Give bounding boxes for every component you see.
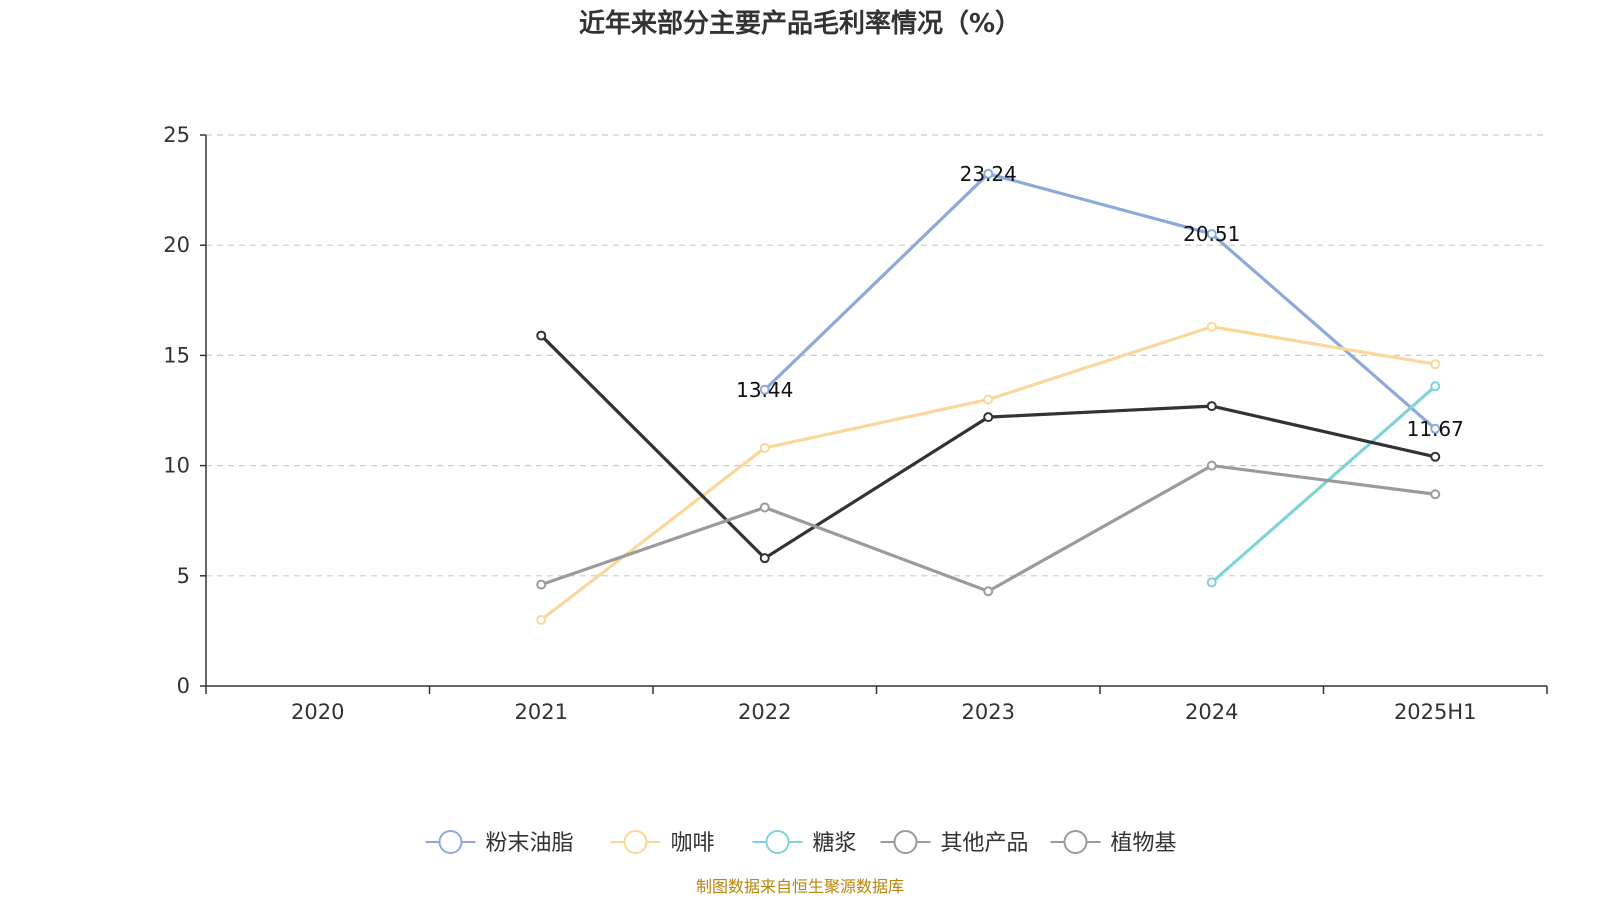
data-label: 20.51 [1183,222,1240,246]
source-note: 制图数据来自恒生聚源数据库 [696,877,904,896]
data-point [536,330,547,341]
series-line [1210,385,1437,584]
y-tick-label: 5 [177,564,190,588]
series-1 [536,321,1441,625]
legend-item-3[interactable]: 其他产品 [880,830,1029,856]
data-point [1206,321,1217,332]
legend-item-1[interactable]: 咖啡 [610,830,715,856]
legend-label: 糖浆 [813,831,857,856]
legend-circle-icon [893,830,918,854]
data-point [536,614,547,625]
data-point [983,586,994,597]
data-point [1430,423,1441,434]
y-tick-label: 10 [163,454,190,478]
data-point [759,442,770,453]
data-point [759,384,770,395]
x-tick-label: 2025H1 [1394,700,1477,724]
data-point [983,412,994,423]
x-tick-label: 2022 [738,700,791,724]
y-tick-label: 25 [163,123,190,147]
data-point [983,168,994,179]
data-point [1430,359,1441,370]
legend-item-4[interactable]: 植物基 [1050,830,1177,856]
grid [206,134,1547,577]
legend-item-0[interactable]: 粉末油脂 [425,830,574,856]
chart-title: 近年来部分主要产品毛利率情况（%） [579,8,1021,39]
legend-label: 植物基 [1111,831,1177,856]
legend-label: 粉末油脂 [486,831,574,856]
series-line [763,172,1437,430]
data-label: 11.67 [1407,417,1464,441]
data-labels: 13.44 23.24 20.51 11.67 [736,162,1464,441]
legend-circle-icon [765,830,790,854]
x-tick-label: 2023 [962,700,1015,724]
data-point [1206,228,1217,239]
legend-circle-icon [438,830,463,854]
data-point [1430,381,1441,392]
data-point [1206,577,1217,588]
data-label: 23.24 [960,162,1017,186]
legend-item-2[interactable]: 糖浆 [752,830,857,856]
data-point [1206,460,1217,471]
series-line [540,334,1436,560]
data-point [759,553,770,564]
axes: 0 5 10 15 20 25 2020 2021 2022 2023 2024 2025H1 [163,123,1548,724]
legend-circle-icon [1063,830,1088,854]
data-point [1430,451,1441,462]
x-tick-label: 2024 [1185,700,1238,724]
x-tick-label: 2020 [291,700,344,724]
series-lines [536,168,1441,625]
data-label: 13.44 [736,378,793,402]
data-point [536,579,547,590]
x-tick-label: 2021 [515,700,568,724]
data-point [1206,401,1217,412]
series-0 [759,168,1441,434]
legend-circle-icon [623,830,648,854]
series-4 [536,460,1441,597]
data-point [1430,489,1441,500]
data-point [759,502,770,513]
legend-label: 咖啡 [671,831,715,856]
series-2 [1206,381,1441,588]
legend[interactable]: 粉末油脂 咖啡 糖浆 其他产品 植物基 [425,830,1177,856]
series-line [540,464,1436,593]
data-point [983,394,994,405]
y-tick-label: 20 [163,233,190,257]
y-tick-label: 0 [177,674,190,698]
y-tick-label: 15 [163,343,190,367]
series-3 [536,330,1441,564]
legend-label: 其他产品 [941,831,1029,856]
